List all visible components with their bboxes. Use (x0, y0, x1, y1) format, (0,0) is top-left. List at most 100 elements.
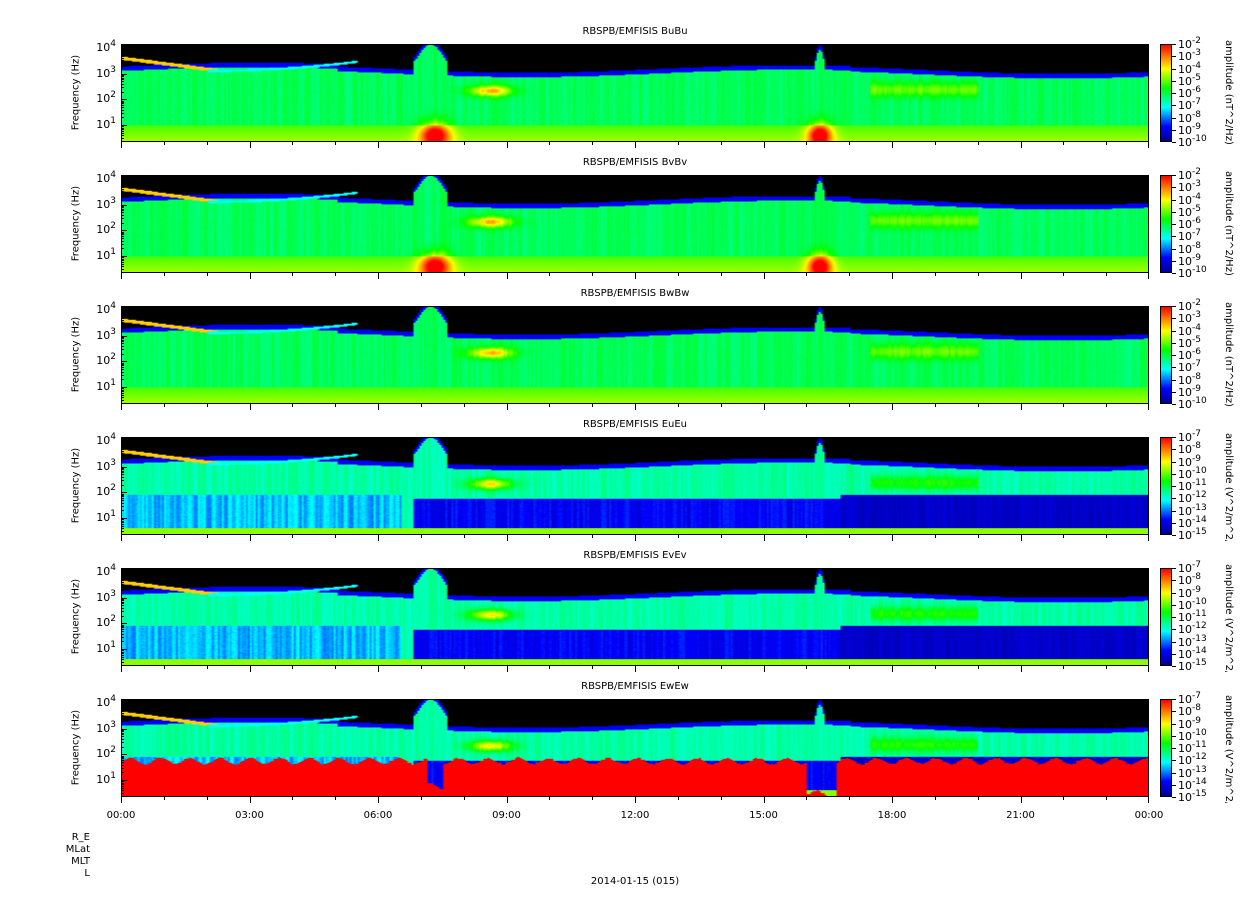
y-minor-tick (121, 577, 124, 579)
y-major-tick (121, 780, 127, 782)
x-tick (1063, 666, 1065, 669)
colorbar-tick (1172, 367, 1176, 369)
x-tick (677, 666, 679, 669)
x-tick (720, 142, 722, 145)
y-minor-tick (121, 349, 124, 351)
y-minor-tick (121, 79, 124, 81)
spectrogram-image (122, 569, 1148, 665)
x-tick (934, 666, 936, 669)
x-tick (635, 797, 636, 803)
x-tick (335, 797, 337, 800)
y-minor-tick (121, 528, 124, 530)
x-tick (420, 142, 422, 145)
y-minor-tick (121, 231, 124, 233)
y-minor-tick (121, 52, 124, 54)
x-tick (463, 273, 465, 276)
colorbar-tick-label: 10-8 (1178, 109, 1201, 125)
y-minor-tick (121, 742, 124, 744)
y-minor-tick (121, 710, 124, 712)
y-minor-tick (121, 705, 124, 707)
y-minor-tick (121, 756, 124, 758)
y-minor-tick (121, 582, 124, 584)
colorbar-tick (1172, 522, 1176, 524)
y-major-tick (121, 492, 127, 494)
y-tick-label: 102 (96, 483, 116, 499)
x-tick (463, 142, 465, 145)
y-major-tick (121, 335, 127, 337)
y-minor-tick (121, 782, 124, 784)
spectrogram-panel-Ew (121, 699, 1149, 797)
x-tick (977, 404, 979, 407)
x-tick (1063, 142, 1065, 145)
colorbar-tick-label: 10-15 (1178, 658, 1207, 673)
colorbar-Bu (1160, 44, 1172, 142)
x-tick (121, 535, 122, 541)
y-minor-tick (121, 55, 124, 57)
x-tick (635, 404, 636, 410)
colorbar-tick-label: 10-12 (1178, 490, 1207, 506)
colorbar-tick-label: 10-3 (1178, 179, 1201, 195)
y-minor-tick (121, 315, 124, 317)
y-minor-tick (121, 339, 124, 341)
y-major-tick (121, 361, 127, 363)
x-tick (849, 142, 851, 145)
colorbar-Ew (1160, 699, 1172, 797)
x-tick (977, 142, 979, 145)
spectrogram-image (122, 45, 1148, 141)
y-minor-tick (121, 379, 124, 381)
x-tick (420, 404, 422, 407)
y-major-tick (121, 256, 127, 258)
colorbar-tick (1172, 699, 1176, 700)
x-tick (806, 535, 808, 538)
y-minor-tick (121, 585, 124, 587)
colorbar-tick-label: 10-12 (1178, 621, 1207, 637)
x-tick (1148, 535, 1149, 541)
y-minor-tick (121, 451, 124, 453)
x-tick (892, 797, 893, 803)
colorbar-tick-label: 10-7 (1178, 228, 1201, 244)
y-minor-tick (121, 257, 124, 259)
y-minor-tick (121, 392, 124, 394)
colorbar-tick (1172, 711, 1176, 713)
y-minor-tick (121, 184, 124, 186)
x-tick (806, 666, 808, 669)
colorbar-tick (1172, 224, 1176, 225)
x-tick (635, 535, 636, 541)
x-tick-label: 09:00 (492, 810, 521, 821)
colorbar-tick-label: 10-14 (1178, 514, 1207, 530)
y-minor-tick (121, 531, 124, 533)
colorbar-tick (1172, 187, 1176, 189)
y-minor-tick (121, 323, 124, 325)
y-tick-label: 101 (96, 771, 116, 787)
y-minor-tick (121, 189, 124, 191)
y-minor-tick (121, 186, 124, 188)
y-minor-tick (121, 214, 124, 216)
x-tick (1063, 273, 1065, 276)
colorbar-tick (1172, 142, 1176, 143)
x-tick (206, 404, 208, 407)
x-tick (892, 666, 893, 672)
y-major-tick (121, 204, 127, 206)
colorbar-tick-label: 10-13 (1178, 764, 1207, 780)
y-major-tick (121, 441, 127, 443)
x-tick (1106, 797, 1108, 800)
y-minor-tick (121, 713, 124, 715)
y-minor-tick (121, 448, 124, 450)
colorbar-Bv (1160, 175, 1172, 273)
colorbar-tick-label: 10-12 (1178, 752, 1207, 768)
colorbar-tick-label: 10-5 (1178, 334, 1201, 350)
y-minor-tick (121, 369, 124, 371)
colorbar-tick (1172, 498, 1176, 500)
x-tick (677, 142, 679, 145)
y-minor-tick (121, 87, 124, 89)
x-tick (420, 666, 422, 669)
x-tick (335, 535, 337, 538)
y-minor-tick (121, 523, 124, 525)
x-tick (934, 535, 936, 538)
colorbar-tick (1172, 391, 1176, 393)
y-minor-tick (121, 760, 124, 762)
y-minor-tick (121, 762, 124, 764)
x-tick (206, 142, 208, 145)
x-tick (763, 797, 765, 803)
y-tick-label: 101 (96, 378, 116, 394)
